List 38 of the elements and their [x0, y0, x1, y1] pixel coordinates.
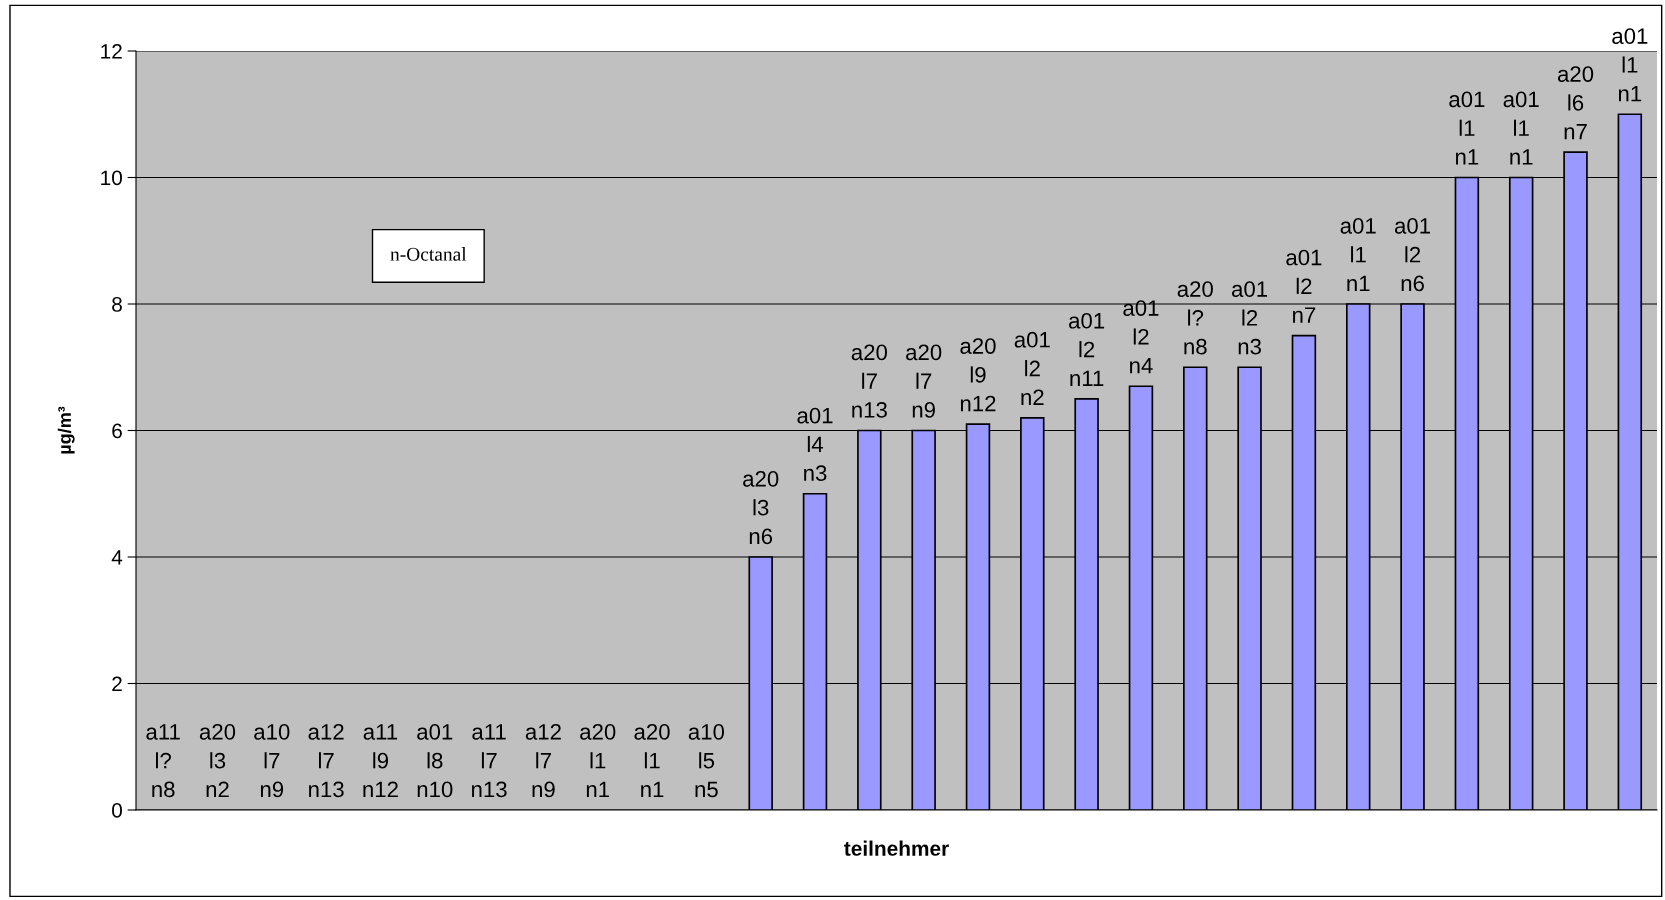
data-label: a20 l6 n7 [1557, 66, 1594, 140]
data-label: a01 l2 n11 [1069, 312, 1105, 386]
data-label: a01 l2 n6 [1394, 218, 1431, 292]
data-label: a11 l7 n13 [472, 724, 507, 798]
data-label: a01 l1 n1 [1340, 218, 1376, 292]
data-label: a20 l1 n1 [580, 724, 616, 798]
data-label: a20 l? n8 [1177, 281, 1213, 355]
data-label: a20 l1 n1 [634, 724, 670, 798]
data-label: a12 l7 n9 [525, 724, 561, 798]
x-axis-title: teilnehmer [844, 840, 949, 856]
data-label: a01 l2 n4 [1123, 300, 1159, 374]
data-label: a01 l8 n10 [417, 724, 453, 798]
data-label: a01 l2 n3 [1232, 281, 1268, 355]
data-label: a20 l3 n6 [743, 471, 779, 545]
y-tick-label: 4 [111, 550, 123, 565]
data-label: a01 l1 n1 [1449, 91, 1485, 165]
data-label: a11 l? n8 [146, 724, 180, 798]
y-tick-label: 12 [101, 44, 122, 59]
y-axis-title: µg/m³ [57, 406, 75, 454]
data-label: a20 l9 n12 [960, 338, 996, 412]
data-label: a01 l2 n2 [1014, 331, 1050, 405]
data-label: a01 l1 n1 [1503, 91, 1539, 165]
data-label: a20 l7 n13 [851, 344, 888, 418]
data-label: a11 l9 n12 [363, 724, 398, 798]
data-label: a01 l1 n1 [1612, 28, 1648, 102]
data-label: a10 l5 n5 [688, 724, 725, 798]
annotation: n-Octanal [390, 247, 467, 261]
y-tick-label: 6 [112, 423, 122, 439]
y-tick-label: 10 [101, 170, 122, 186]
data-label: a01 l4 n3 [797, 407, 833, 482]
data-label: a20 l3 n2 [199, 724, 236, 798]
data-label: a01 l2 n7 [1286, 249, 1322, 323]
data-label: a20 l7 n9 [906, 344, 942, 418]
y-tick-label: 2 [112, 676, 122, 692]
data-label: a12 l7 n13 [308, 724, 344, 798]
y-tick-label: 0 [112, 803, 122, 818]
y-tick-label: 8 [112, 297, 122, 312]
data-label: a10 l7 n9 [254, 724, 290, 798]
